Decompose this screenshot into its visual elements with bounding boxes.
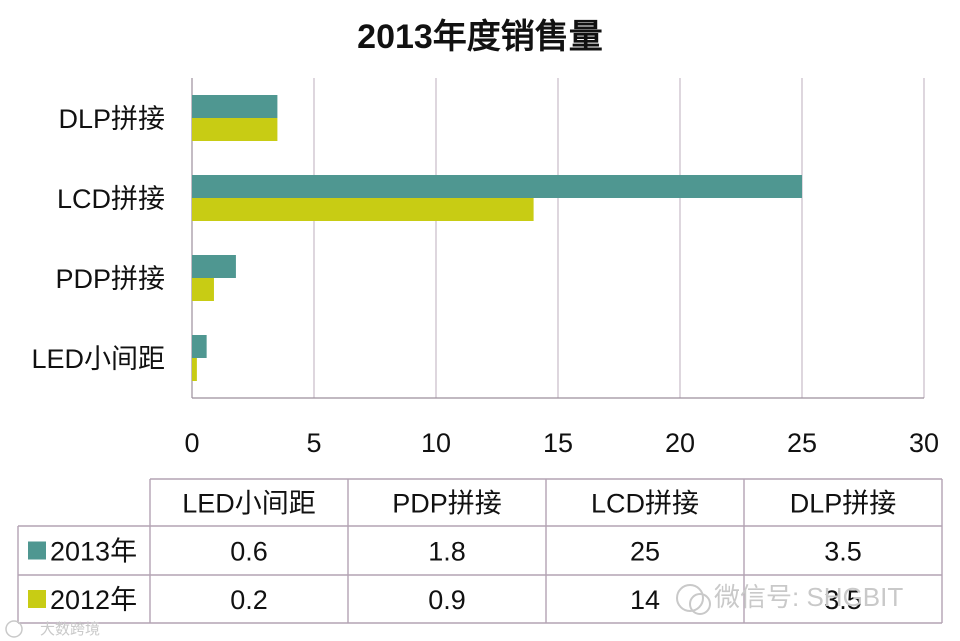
corner-watermark: 大数跨境	[5, 620, 100, 638]
table-header-cell: PDP拼接	[392, 489, 502, 519]
tick-label: 20	[665, 428, 695, 458]
tick-label: 30	[909, 428, 939, 458]
legend-key	[28, 590, 46, 608]
chart-title: 2013年度销售量	[357, 18, 603, 56]
table-cell: 3.5	[824, 585, 862, 615]
table-header-cell: LED小间距	[182, 489, 316, 519]
corner-watermark-text: 大数跨境	[40, 620, 100, 638]
legend-key	[28, 541, 46, 560]
table-cell: 14	[630, 585, 660, 615]
tick-label: 5	[306, 428, 321, 458]
category-label: PDP拼接	[55, 264, 165, 294]
bar	[192, 335, 207, 358]
table-cell: 0.9	[428, 585, 466, 615]
bar	[192, 255, 236, 278]
table-cell: 1.8	[428, 537, 466, 567]
table-row-label: 2013年	[50, 537, 137, 567]
category-label: LCD拼接	[57, 184, 165, 214]
bar	[192, 198, 534, 221]
data-table: LED小间距 PDP拼接 LCD拼接 DLP拼接 2013年 0.6 1.8 25 3.5 201…	[17, 478, 943, 624]
x-axis-tick-labels: 0 5 10 15 20 25 30	[184, 428, 939, 458]
table-cell: 0.6	[230, 537, 268, 567]
category-labels: LED小间距 PDP拼接 LCD拼接 DLP拼接	[31, 104, 165, 374]
bar	[192, 175, 802, 198]
wechat-icon-bubble	[689, 593, 711, 615]
tick-label: 0	[184, 428, 199, 458]
gridlines	[191, 78, 925, 399]
bar	[192, 358, 197, 381]
wechat-icon	[676, 584, 704, 612]
table-header-cell: LCD拼接	[591, 489, 699, 519]
corner-logo-icon	[5, 620, 23, 638]
wechat-watermark: 微信号: SHGBIT	[676, 582, 903, 615]
table-row-label: 2012年	[50, 585, 137, 615]
bars	[192, 95, 802, 381]
bar	[192, 95, 278, 118]
tick-label: 10	[421, 428, 451, 458]
table-cell: 25	[630, 537, 660, 567]
category-label: LED小间距	[31, 344, 165, 374]
tick-label: 25	[787, 428, 817, 458]
category-label: DLP拼接	[58, 104, 165, 134]
table-cell: 0.2	[230, 585, 268, 615]
table-header-cell: DLP拼接	[790, 489, 897, 519]
wechat-watermark-text: 微信号: SHGBIT	[714, 582, 903, 612]
tick-label: 15	[543, 428, 573, 458]
table-cell: 3.5	[824, 537, 862, 567]
bar	[192, 118, 278, 141]
bar	[192, 278, 214, 301]
